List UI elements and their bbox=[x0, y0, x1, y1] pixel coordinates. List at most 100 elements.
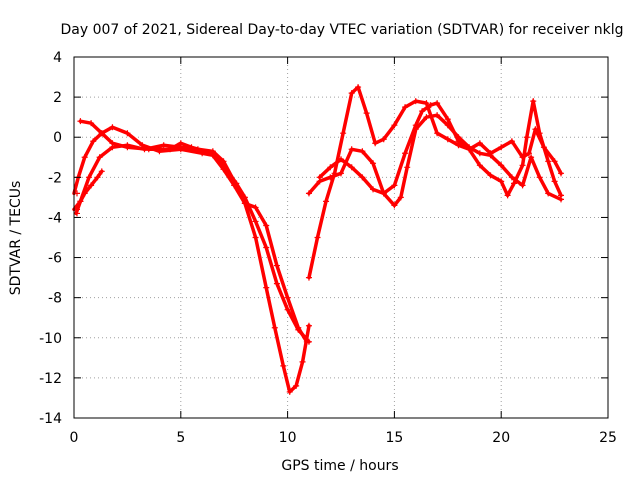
data-point bbox=[220, 166, 227, 173]
data-point bbox=[220, 158, 227, 165]
y-tick-label: 4 bbox=[53, 50, 62, 66]
data-point bbox=[444, 136, 451, 143]
data-point bbox=[523, 134, 530, 141]
data-point bbox=[286, 388, 293, 395]
data-point bbox=[528, 154, 535, 161]
data-point bbox=[263, 222, 270, 229]
data-point bbox=[404, 164, 411, 171]
x-tick-label: 15 bbox=[385, 430, 403, 446]
data-point bbox=[305, 190, 312, 197]
data-point bbox=[273, 262, 280, 269]
y-tick-label: 0 bbox=[53, 130, 62, 146]
x-axis-label: GPS time / hours bbox=[281, 458, 398, 474]
data-point bbox=[434, 130, 441, 137]
data-point bbox=[156, 148, 163, 155]
data-point bbox=[476, 140, 483, 147]
y-tick-label: -12 bbox=[39, 371, 62, 387]
data-point bbox=[536, 130, 543, 137]
data-point bbox=[98, 168, 105, 175]
data-point bbox=[139, 142, 146, 149]
data-point bbox=[545, 158, 552, 165]
data-point bbox=[74, 210, 80, 217]
data-point bbox=[508, 174, 515, 181]
data-point bbox=[551, 178, 558, 185]
data-point bbox=[109, 124, 116, 131]
data-point bbox=[90, 138, 97, 145]
data-point bbox=[487, 152, 494, 159]
satellite-track-5 bbox=[316, 98, 565, 199]
data-point bbox=[519, 162, 526, 169]
data-point bbox=[359, 174, 366, 181]
data-point bbox=[355, 84, 362, 91]
data-point bbox=[551, 158, 558, 165]
data-point bbox=[77, 198, 84, 205]
data-point bbox=[323, 198, 330, 205]
data-point bbox=[88, 182, 95, 189]
data-point bbox=[96, 154, 103, 161]
x-tick-label: 5 bbox=[176, 430, 185, 446]
data-point bbox=[423, 114, 430, 121]
data-point bbox=[209, 152, 216, 159]
data-point bbox=[504, 192, 511, 199]
data-point bbox=[252, 204, 259, 211]
satellite-track-7 bbox=[74, 168, 105, 217]
satellite-track-6 bbox=[72, 124, 310, 345]
data-point bbox=[338, 170, 344, 177]
data-point bbox=[305, 322, 312, 329]
y-tick-label: -6 bbox=[48, 251, 62, 267]
data-point bbox=[263, 284, 270, 291]
data-point bbox=[444, 116, 451, 123]
y-tick-label: -8 bbox=[48, 291, 62, 307]
data-point bbox=[508, 138, 515, 145]
data-point bbox=[284, 294, 291, 301]
data-point bbox=[434, 100, 441, 107]
axis-ticks: 0 5 10 15 20 25 -14 -12 -10 -8 -6 -4 -2 0 2 4 bbox=[39, 50, 617, 446]
data-point bbox=[558, 192, 565, 199]
data-point bbox=[412, 98, 419, 105]
data-point bbox=[88, 120, 95, 127]
data-point bbox=[397, 194, 404, 201]
data-point bbox=[530, 98, 537, 105]
data-point bbox=[160, 142, 167, 149]
data-point bbox=[124, 142, 131, 149]
data-point bbox=[124, 130, 131, 137]
data-point bbox=[98, 130, 105, 137]
x-tick-label: 0 bbox=[70, 430, 79, 446]
data-point bbox=[295, 324, 302, 331]
data-point bbox=[81, 154, 88, 161]
data-point bbox=[273, 280, 280, 287]
data-point bbox=[271, 324, 278, 331]
data-point bbox=[370, 186, 377, 193]
data-point bbox=[305, 274, 312, 281]
data-point bbox=[525, 150, 532, 157]
data-point bbox=[94, 174, 101, 181]
grid-lines bbox=[74, 57, 608, 418]
data-point bbox=[109, 144, 116, 151]
data-point bbox=[476, 150, 483, 157]
satellite-track-2-line bbox=[72, 143, 311, 394]
data-point bbox=[498, 144, 505, 151]
data-point bbox=[81, 190, 88, 197]
data-point bbox=[77, 118, 84, 125]
data-point bbox=[419, 108, 426, 115]
data-point bbox=[434, 112, 441, 119]
data-point bbox=[348, 146, 355, 153]
y-tick-label: -10 bbox=[39, 331, 62, 347]
data-point bbox=[252, 218, 259, 225]
data-point bbox=[252, 234, 259, 241]
satellite-track-5-line bbox=[317, 99, 563, 198]
data-point bbox=[327, 164, 334, 171]
data-point bbox=[370, 160, 377, 167]
data-point bbox=[348, 164, 355, 171]
data-point bbox=[545, 190, 552, 197]
data-point bbox=[498, 162, 505, 169]
data-point bbox=[327, 174, 334, 181]
data-point bbox=[380, 190, 387, 197]
data-point bbox=[263, 244, 270, 251]
data-point bbox=[280, 362, 287, 369]
data-point bbox=[241, 200, 248, 207]
data-point bbox=[427, 102, 434, 109]
data-point bbox=[338, 156, 344, 163]
data-point bbox=[391, 202, 398, 209]
